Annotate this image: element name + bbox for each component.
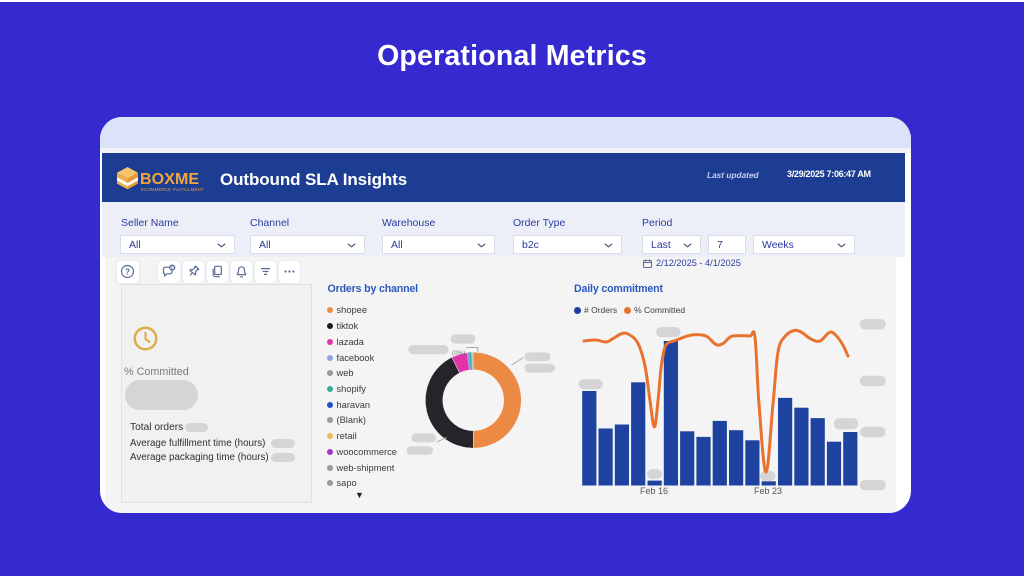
svg-text:(0%): (0%) — [452, 350, 465, 357]
svg-text:Feb 23: Feb 23 — [754, 486, 782, 496]
svg-text:@: @ — [170, 266, 176, 272]
svg-text:?: ? — [125, 267, 130, 277]
svg-text:Feb 16: Feb 16 — [640, 486, 668, 496]
